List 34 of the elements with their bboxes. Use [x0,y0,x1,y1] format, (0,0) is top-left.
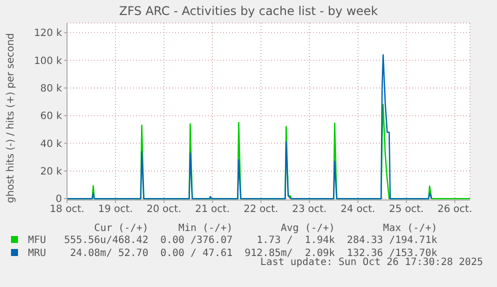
legend-label: MFU [27,234,48,247]
x-tick-label: 23 oct. [292,204,327,216]
x-tick-label: 26 oct. [438,204,472,216]
text: Min (-/+) [177,222,234,234]
x-tick-label: 19 oct. [98,204,133,216]
y-axis-title: ghost hits (-) / hits (+) per second [6,33,16,203]
text: Max (-/+) [382,222,438,234]
y-tick-label: 0 [56,194,62,206]
y-tick-label: 100 k [34,56,62,67]
y-tick-label: 60 k [40,111,62,122]
text: Cur (-/+) [93,222,150,234]
text: Last update: Sun Oct 26 17:30:28 2025 [260,257,483,268]
text: 0.00 / 47.61 [159,247,234,260]
x-tick-label: 25 oct. [389,204,424,216]
text: 912.85m/ 2.09k [244,247,336,259]
y-tick-label: 40 k [40,138,62,150]
text: 284.33 /194.71k [346,234,438,247]
y-tick-label: 120 k [34,28,62,40]
x-tick-label: 22 oct. [244,204,278,216]
x-tick-label: 18 oct. [50,204,84,216]
text: 24.08m/ 52.70 [69,247,150,260]
x-tick-label: 24 oct. [340,204,376,216]
y-tick-label: 20 k [40,166,62,178]
text: 1.73 / 1.94k [256,234,336,247]
x-tick-label: 21 oct. [195,204,230,216]
chart-title: ZFS ARC - Activities by cache list - by week [118,4,379,18]
text: Avg (-/+) [280,222,336,234]
text: 132.36 /153.70k [346,247,438,259]
x-tick-label: 20 oct. [146,204,182,216]
line-series [67,54,432,200]
legend-label: MRU [27,247,48,260]
text: 0.00 /376.07 [159,234,234,247]
text: 555.56u/468.42 [63,234,150,247]
y-tick-label: 80 k [40,84,62,95]
